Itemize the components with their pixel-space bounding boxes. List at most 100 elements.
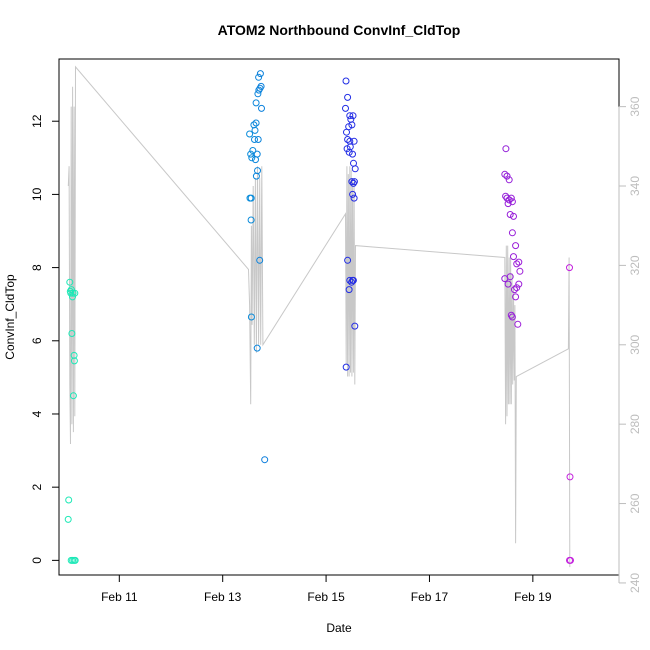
data-point <box>508 229 516 237</box>
y-tick-label-left: 0 <box>30 557 44 564</box>
data-point <box>349 276 357 284</box>
data-point <box>252 99 260 107</box>
y-tick-label-right: 320 <box>628 255 642 275</box>
data-point <box>516 267 524 275</box>
data-point <box>69 293 76 301</box>
data-point <box>508 198 516 206</box>
data-point <box>67 289 75 297</box>
data-point <box>510 253 517 261</box>
data-point <box>258 104 265 112</box>
data-point <box>252 172 260 180</box>
y-tick-label-left: 12 <box>30 114 44 128</box>
data-point <box>342 104 349 112</box>
data-point <box>344 136 352 143</box>
data-point <box>346 143 354 151</box>
data-point <box>253 150 261 158</box>
data-point <box>261 456 269 464</box>
data-point <box>566 473 574 481</box>
data-point <box>247 313 255 321</box>
x-tick-label: Feb 11 <box>101 590 138 604</box>
data-point <box>68 330 76 337</box>
data-point <box>342 363 350 371</box>
data-point <box>350 178 358 186</box>
data-point <box>342 77 350 85</box>
data-point <box>505 176 513 184</box>
data-point <box>64 515 72 523</box>
y-tick-label-right: 280 <box>628 414 642 434</box>
data-point <box>515 258 523 266</box>
series-line <box>67 65 571 568</box>
y-tick-label-left: 2 <box>30 484 44 491</box>
data-point <box>504 280 512 288</box>
y-tick-label-right: 260 <box>628 493 642 513</box>
data-point <box>510 212 517 220</box>
data-point <box>345 286 353 294</box>
y-tick-label-left: 10 <box>30 187 44 201</box>
data-point <box>256 256 264 264</box>
data-point <box>251 126 259 134</box>
plot-area <box>64 65 574 568</box>
data-point <box>350 194 358 202</box>
y-tick-label-right: 300 <box>628 334 642 354</box>
data-point <box>501 170 509 178</box>
data-point <box>501 275 509 283</box>
data-point <box>508 313 516 321</box>
data-point <box>503 172 511 180</box>
chart-title: ATOM2 Northbound ConvInf_CldTop <box>218 22 461 38</box>
data-point <box>71 556 79 564</box>
x-tick-label: Feb 15 <box>307 590 345 604</box>
data-point <box>351 165 359 173</box>
data-point <box>349 190 357 198</box>
data-point <box>346 276 354 284</box>
data-point <box>65 496 73 504</box>
data-point <box>256 70 264 78</box>
data-point <box>247 216 255 224</box>
data-point <box>349 112 357 120</box>
data-point <box>71 289 79 297</box>
data-point <box>512 242 520 250</box>
data-point <box>247 150 255 158</box>
x-tick-label: Feb 17 <box>411 590 449 604</box>
data-point <box>343 128 350 136</box>
data-point <box>567 556 574 564</box>
data-point <box>344 93 352 101</box>
data-point <box>254 167 261 175</box>
data-point <box>251 136 258 143</box>
data-point <box>504 200 512 208</box>
data-point <box>566 264 573 272</box>
data-point <box>253 344 261 352</box>
x-axis-label: Date <box>326 621 352 635</box>
data-point <box>69 392 77 400</box>
y-tick-label-left: 4 <box>30 410 44 417</box>
data-point <box>507 194 515 202</box>
data-point <box>511 286 518 294</box>
data-point <box>246 130 254 138</box>
data-point <box>255 86 263 94</box>
data-point <box>254 136 262 143</box>
data-point <box>70 357 78 365</box>
plot-frame <box>58 58 620 576</box>
data-point <box>513 284 521 292</box>
data-point <box>512 293 520 301</box>
data-point <box>349 150 356 158</box>
y-axis-left: 0 2 4 6 8 10 12 <box>30 114 60 564</box>
y-tick-label-right: 360 <box>628 96 642 116</box>
data-point <box>66 278 74 286</box>
y-axis-label: ConvInf_CldTop <box>3 274 17 360</box>
y-tick-label-right: 340 <box>628 176 642 196</box>
data-point <box>507 311 515 319</box>
data-point <box>346 112 354 120</box>
y-axis-right: 240 260 280 300 320 340 360 <box>618 96 642 593</box>
data-point <box>515 280 523 288</box>
data-point <box>246 194 254 202</box>
data-point <box>344 256 352 264</box>
data-point <box>249 147 257 154</box>
data-point <box>248 154 256 162</box>
y-tick-label-right: 240 <box>628 573 642 593</box>
data-point <box>252 119 260 127</box>
x-tick-label: Feb 19 <box>514 590 552 604</box>
x-axis: Feb 11 Feb 13 Feb 15 Feb 17 Feb 19 <box>101 574 552 604</box>
data-point <box>513 260 521 268</box>
x-tick-label: Feb 13 <box>204 590 242 604</box>
